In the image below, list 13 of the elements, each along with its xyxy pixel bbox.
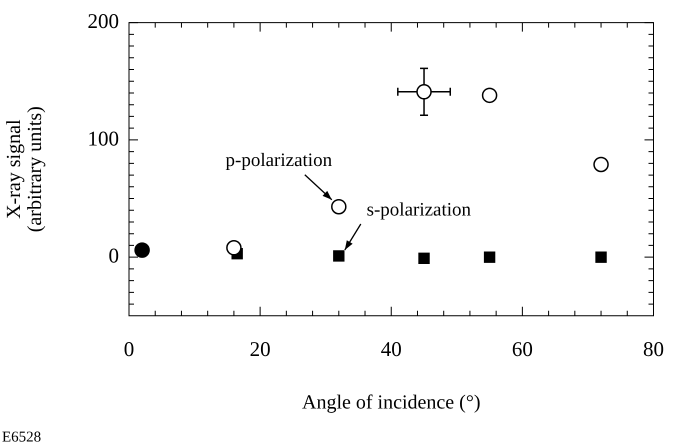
y-tick-label: 100	[88, 126, 119, 150]
annotation: s-polarization	[366, 199, 472, 220]
x-axis-title: Angle of incidence (°)	[302, 391, 480, 414]
x-tick-label: 20	[250, 336, 271, 361]
y-tick-label: 200	[88, 9, 119, 34]
text: E6528	[2, 429, 42, 446]
y-tick-label: 0	[108, 244, 119, 268]
x-tick-label: 0	[124, 336, 134, 361]
x-tick-label: 80	[643, 336, 664, 361]
x-tick-label: 60	[512, 336, 533, 361]
annotation: p-polarization	[226, 150, 333, 172]
x-tick-label: 40	[380, 336, 402, 361]
y-axis-title: X-ray signal (arbitrary units)	[2, 106, 46, 232]
